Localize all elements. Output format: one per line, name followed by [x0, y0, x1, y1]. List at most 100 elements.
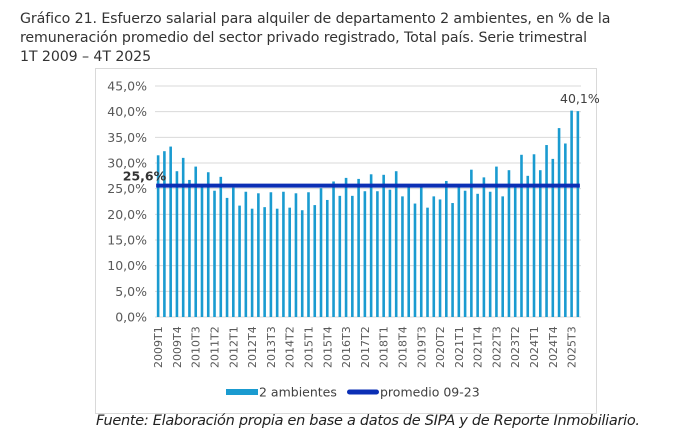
x-tick-label: 2024T1 [528, 326, 541, 368]
bar [156, 155, 160, 317]
data-label: 40,1% [560, 91, 600, 106]
bar [507, 170, 511, 317]
bar [501, 196, 504, 317]
x-tick-label: 2009T1 [152, 326, 165, 368]
chart-frame [95, 68, 597, 414]
bar [219, 176, 223, 317]
x-tick-label: 2016T3 [340, 326, 353, 368]
bar [407, 187, 411, 317]
bar [576, 111, 580, 317]
bar [457, 187, 461, 317]
bar [451, 203, 454, 317]
source-note: Fuente: Elaboración propia en base a dat… [96, 413, 640, 429]
bar [294, 193, 298, 317]
bar [445, 180, 448, 317]
bar [300, 210, 304, 317]
x-tick-label: 2012T1 [227, 326, 240, 368]
x-tick-label: 2018T1 [378, 326, 391, 368]
bar [513, 186, 517, 317]
legend-swatch-bars [226, 389, 258, 395]
bar [520, 154, 523, 317]
bar [225, 197, 229, 317]
y-axis-ticks: 0,0% 5,0% 10,0% 15,0% 20,0% 25,0% 30,0% 35,0% 40… [107, 79, 147, 325]
title-line-2: remuneración promedio del sector privado… [20, 30, 587, 46]
title-line-1: Gráfico 21. Esfuerzo salarial para alqui… [20, 11, 611, 27]
bar [238, 205, 241, 317]
x-tick-label: 2025T3 [566, 326, 579, 368]
x-tick-label: 2010T3 [190, 326, 203, 368]
x-tick-label: 2023T2 [509, 326, 522, 368]
legend-label-average: promedio 09-23 [380, 385, 480, 400]
bar [413, 203, 417, 317]
x-tick-label: 2009T4 [171, 326, 184, 368]
bar [376, 191, 379, 317]
bar [181, 157, 185, 317]
bar [532, 154, 536, 317]
bar [495, 166, 498, 317]
bar [526, 175, 530, 317]
legend-swatch-average [347, 389, 379, 395]
title-line-3: 1T 2009 – 4T 2025 [20, 49, 152, 65]
bars [156, 110, 580, 317]
x-tick-label: 2022T3 [490, 326, 503, 368]
y-tick-label: 45,0% [107, 79, 147, 94]
bar [169, 146, 172, 317]
bar [325, 199, 329, 317]
bar [313, 205, 317, 317]
bar [344, 177, 348, 317]
y-tick-label: 40,0% [107, 104, 147, 119]
x-tick-label: 2021T1 [453, 326, 466, 368]
bar [476, 193, 479, 317]
y-tick-label: 0,0% [115, 310, 147, 325]
average-value-label: 25,6% [123, 169, 167, 184]
bar [194, 166, 198, 317]
y-tick-label: 20,0% [107, 207, 147, 222]
chart-title: Gráfico 21. Esfuerzo salarial para alqui… [20, 10, 684, 67]
bar [282, 191, 285, 317]
bar [432, 196, 436, 317]
bar [388, 189, 392, 317]
annotations: 40,1% 25,6% [123, 91, 600, 183]
bar [538, 170, 542, 317]
x-tick-label: 2020T2 [434, 326, 447, 368]
bar [332, 181, 335, 317]
bar [307, 192, 310, 317]
bar [232, 187, 235, 317]
bar [163, 151, 166, 317]
bar [570, 110, 573, 317]
y-tick-label: 10,0% [107, 258, 147, 273]
bar [338, 195, 342, 317]
bar [263, 207, 266, 317]
bar [188, 179, 191, 317]
y-tick-label: 30,0% [107, 156, 147, 171]
bar [244, 191, 248, 317]
legend: 2 ambientes promedio 09-23 [226, 385, 480, 400]
x-tick-label: 2011T2 [209, 326, 222, 368]
x-tick-label: 2021T4 [472, 326, 485, 368]
bar [382, 174, 385, 317]
bar [200, 187, 204, 317]
bar [463, 190, 467, 317]
gridlines [155, 85, 581, 318]
x-tick-label: 2018T4 [396, 326, 409, 368]
bar [250, 208, 254, 317]
bar [419, 187, 423, 317]
y-tick-label: 35,0% [107, 130, 147, 145]
x-axis-ticks: 2009T1 2009T4 2010T3 2011T2 2012T1 2012T4 2013… [152, 326, 578, 368]
x-tick-label: 2017T2 [359, 326, 372, 368]
bar [401, 196, 404, 317]
bar [213, 190, 216, 317]
bar [470, 169, 473, 317]
bar [394, 171, 398, 317]
x-tick-label: 2024T4 [547, 326, 560, 368]
x-tick-label: 2013T3 [265, 326, 278, 368]
bar [438, 199, 442, 317]
bar [175, 171, 179, 317]
bar [369, 174, 373, 317]
bar [426, 207, 429, 317]
bar [482, 177, 486, 317]
bar [206, 172, 210, 317]
x-tick-label: 2015T4 [321, 326, 334, 368]
bar [564, 143, 567, 317]
